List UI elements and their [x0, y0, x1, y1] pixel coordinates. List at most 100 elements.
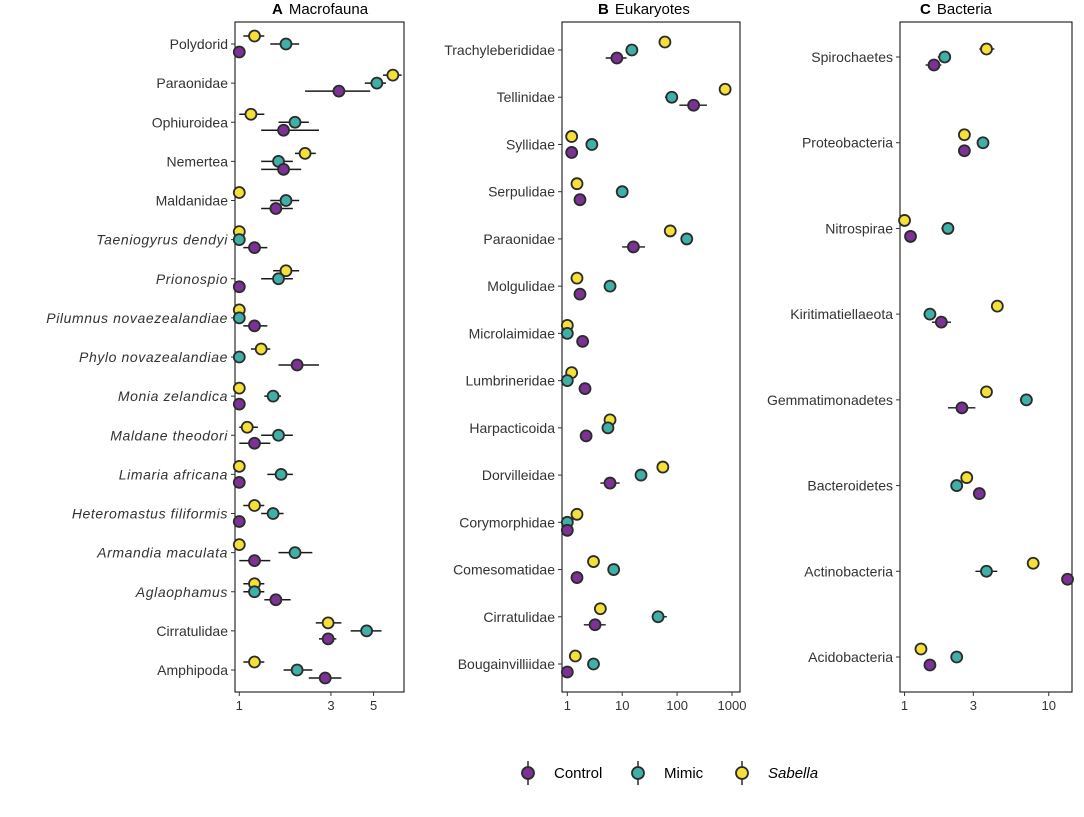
point-mimic	[288, 546, 302, 560]
point-control	[248, 554, 261, 568]
panel-frame	[899, 21, 1073, 693]
legend-label: Control	[554, 765, 602, 782]
panels: A Macrofauna 1 3 5 Polydorid Paraonidae Ophiuro…	[46, 1, 1074, 713]
point-sabella	[914, 642, 928, 656]
point-mimic	[266, 389, 280, 403]
point-mimic	[232, 233, 246, 247]
panel-title: A Macrofauna	[272, 1, 369, 18]
category-label: Paraonidae	[156, 75, 228, 91]
point-sabella	[990, 299, 1004, 313]
point-sabella	[232, 459, 246, 473]
legend-key-marker	[521, 766, 535, 780]
legend-label: Mimic	[664, 765, 704, 782]
point-mimic	[560, 374, 574, 388]
category-label: Kiritimatiellaeota	[790, 306, 893, 322]
panel-letter: B	[598, 1, 609, 18]
category-label: Nemertea	[167, 153, 229, 169]
point-sabella	[244, 107, 258, 121]
panel-bacteria: C Bacteria 1 3 10 Spirochaetes Proteobacteria N…	[767, 1, 1074, 713]
point-sabella	[898, 214, 911, 227]
point-control	[687, 98, 701, 112]
point-control	[923, 658, 937, 672]
point-control	[904, 230, 917, 243]
category-label: Amphipoda	[157, 662, 228, 678]
point-sabella	[568, 649, 582, 663]
category-label: Bacteroidetes	[807, 478, 893, 494]
point-mimic	[665, 90, 679, 104]
point-mimic	[288, 115, 302, 129]
point-mimic	[272, 428, 285, 442]
point-sabella	[298, 146, 312, 160]
point-control	[248, 436, 261, 450]
point-mimic	[1019, 393, 1033, 407]
category-label: Phylo novazealandiae	[79, 349, 228, 365]
point-mimic	[923, 307, 937, 321]
panel-title: C Bacteria	[920, 1, 993, 18]
category-label: Microlaimidae	[469, 325, 556, 341]
point-control	[560, 523, 574, 537]
x-tick-label: 1	[236, 698, 243, 713]
point-mimic	[615, 185, 629, 199]
legend-key-marker	[631, 766, 645, 780]
category-label: Limaria africana	[119, 466, 228, 482]
point-sabella	[232, 538, 246, 552]
panel-macrofauna: A Macrofauna 1 3 5 Polydorid Paraonidae Ophiuro…	[46, 1, 405, 713]
point-control	[610, 51, 624, 65]
point-sabella	[240, 420, 254, 434]
point-sabella	[248, 499, 261, 512]
point-control	[248, 241, 261, 255]
category-label: Aglaophamus	[135, 584, 228, 600]
point-mimic	[279, 194, 293, 207]
point-control	[934, 315, 948, 329]
x-tick-label: 5	[370, 698, 377, 713]
point-mimic	[585, 138, 599, 151]
point-sabella	[960, 471, 974, 484]
point-sabella	[254, 342, 268, 356]
point-sabella	[718, 82, 732, 96]
category-label: Paraonidae	[483, 231, 555, 247]
point-sabella	[248, 29, 261, 43]
legend: Control Mimic Sabella	[521, 761, 818, 785]
point-mimic	[272, 272, 285, 286]
category-label: Cirratulidae	[156, 623, 228, 639]
point-sabella	[386, 68, 400, 82]
point-sabella	[248, 655, 261, 669]
category-label: Ophiuroidea	[152, 114, 228, 130]
point-mimic	[587, 657, 600, 671]
x-tick-label: 3	[970, 698, 977, 713]
point-mimic	[625, 43, 639, 57]
point-mimic	[266, 507, 280, 520]
point-mimic	[980, 564, 993, 578]
point-mimic	[950, 650, 964, 664]
point-sabella	[1026, 556, 1040, 570]
x-tick-label: 1	[564, 698, 571, 713]
legend-label: Sabella	[768, 765, 818, 782]
legend-key-marker	[735, 766, 749, 780]
panel-frame	[234, 21, 405, 693]
category-label: Tellinidae	[497, 89, 556, 105]
point-sabella	[232, 381, 246, 395]
point-mimic	[634, 468, 648, 482]
category-label: Heteromastus filiformis	[72, 506, 228, 522]
legend-item-sabella: Sabella	[735, 761, 818, 785]
point-control	[232, 397, 246, 411]
category-label: Spirochaetes	[811, 49, 893, 65]
category-label: Dorvilleidae	[482, 467, 555, 483]
point-mimic	[370, 76, 384, 90]
point-control	[578, 382, 592, 396]
point-control	[321, 632, 335, 646]
point-mimic	[607, 563, 621, 576]
point-mimic	[941, 222, 955, 235]
point-mimic	[560, 326, 574, 340]
point-control	[332, 84, 346, 98]
x-tick-label: 1000	[718, 698, 747, 713]
category-label: Harpacticoida	[469, 420, 555, 436]
point-mimic	[360, 624, 374, 638]
category-label: Armandia maculata	[96, 545, 228, 561]
category-label: Monia zelandica	[118, 388, 228, 404]
category-label: Bougainvilliidae	[458, 656, 556, 672]
panel-title-text: Bacteria	[937, 1, 993, 18]
point-control	[277, 162, 290, 176]
category-label: Actinobacteria	[804, 563, 893, 579]
point-control	[603, 476, 617, 490]
